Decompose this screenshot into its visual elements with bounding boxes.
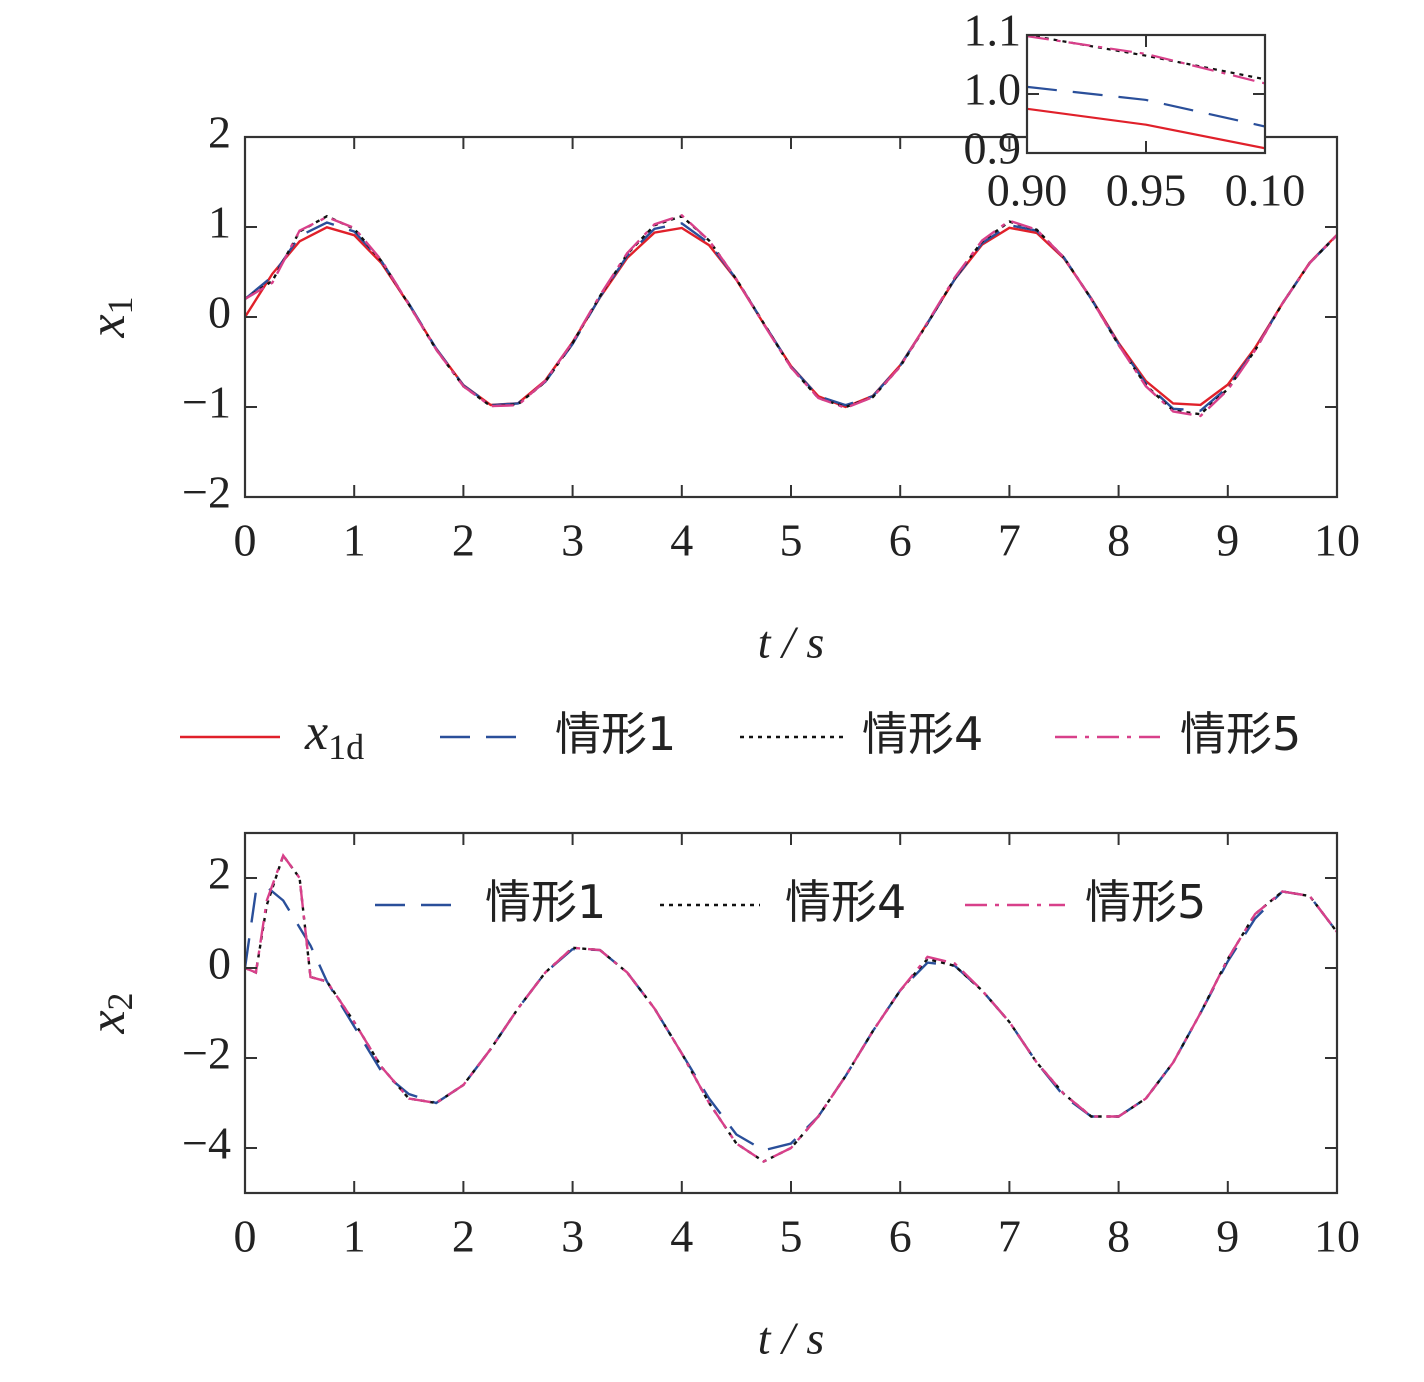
x-tick-label: 0: [234, 1211, 257, 1262]
x-tick-label: 6: [889, 515, 912, 566]
legend-symbol: x: [304, 704, 328, 761]
x-tick-label: 9: [1216, 515, 1239, 566]
x-tick-label: 8: [1107, 1211, 1130, 1262]
x-tick-label: 4: [670, 515, 693, 566]
x-tick-label: 9: [1216, 1211, 1239, 1262]
x-tick-label: 2: [452, 515, 475, 566]
legend-label: 情形1: [555, 707, 676, 761]
x-tick-label: 8: [1107, 515, 1130, 566]
y-tick-label: −2: [182, 1028, 231, 1079]
y-axis-symbol: x: [79, 314, 136, 338]
x-tick-label: 0.95: [1106, 165, 1187, 216]
series-group: [245, 852, 1337, 1163]
x-tick-label: 1: [343, 1211, 366, 1262]
series-group: [1027, 35, 1265, 150]
legend-subscript: 1d: [328, 727, 364, 767]
x-tick-label: 10: [1314, 1211, 1360, 1262]
x-tick-label: 6: [889, 1211, 912, 1262]
y-axis-subscript: 1: [100, 296, 140, 314]
x-tick-label: 5: [780, 1211, 803, 1262]
legend-label: x1d: [304, 704, 364, 767]
y-tick-label: 1: [208, 197, 231, 248]
x-tick-label: 3: [561, 515, 584, 566]
x-tick-label: 10: [1314, 515, 1360, 566]
y-tick-label: 0.9: [964, 123, 1022, 174]
y-tick-label: 0: [208, 287, 231, 338]
legend-text: 情形5: [1180, 707, 1301, 761]
data-line: [1027, 85, 1265, 128]
x-tick-label: 7: [998, 1211, 1021, 1262]
y-axis-label: x2: [79, 992, 140, 1034]
x-tick-label: 7: [998, 515, 1021, 566]
y-tick-label: 1.1: [964, 5, 1022, 56]
legend-text: 情形1: [485, 875, 606, 929]
x-tick-label: 3: [561, 1211, 584, 1262]
data-line: [1027, 35, 1265, 81]
y-tick-label: 2: [208, 107, 231, 158]
y-axis-subscript: 2: [100, 992, 140, 1010]
legend-label: 情形5: [1085, 875, 1206, 929]
plot: 0.90 0.95 0.10 0.9 1.0 1.1: [964, 5, 1306, 216]
y-axis-symbol: x: [79, 1010, 136, 1034]
x-tick-label: 0.90: [987, 165, 1068, 216]
x-tick-label: 2: [452, 1211, 475, 1262]
legend-label: 情形4: [862, 707, 983, 761]
y-tick-label: −1: [182, 377, 231, 428]
y-tick-label: −2: [182, 467, 231, 518]
data-line: [245, 214, 1337, 416]
legend-text: 情形4: [785, 875, 906, 929]
legend: x1d 情形1 情形4 情形5: [180, 704, 1301, 767]
data-line: [245, 221, 1337, 412]
x-tick-label: 0: [234, 515, 257, 566]
legend: 情形1 情形4 情形5: [375, 875, 1206, 929]
y-tick-label: 2: [208, 848, 231, 899]
legend-text: 情形1: [555, 707, 676, 761]
x-tick-label: 5: [780, 515, 803, 566]
data-line: [245, 226, 1337, 409]
x-tick-label: 4: [670, 1211, 693, 1262]
series-group: [245, 213, 1337, 418]
legend-label: 情形1: [485, 875, 606, 929]
legend-text: 情形5: [1085, 875, 1206, 929]
y-tick-label: 1.0: [964, 64, 1022, 115]
inset-background: [1027, 35, 1265, 153]
data-line: [245, 852, 1337, 1163]
x-axis-label: t / s: [758, 1313, 824, 1364]
data-line: [1027, 107, 1265, 150]
y-tick-label: 0: [208, 938, 231, 989]
legend-text: 情形4: [862, 707, 983, 761]
legend-label: 情形5: [1180, 707, 1301, 761]
y-axis-label: x1: [79, 296, 140, 338]
legend-label: 情形4: [785, 875, 906, 929]
x-tick-label: 1: [343, 515, 366, 566]
x-tick-label: 0.10: [1225, 165, 1306, 216]
data-line: [245, 885, 1337, 1152]
data-line: [245, 213, 1337, 418]
x-axis-label: t / s: [758, 617, 824, 668]
y-tick-label: −4: [182, 1118, 231, 1169]
